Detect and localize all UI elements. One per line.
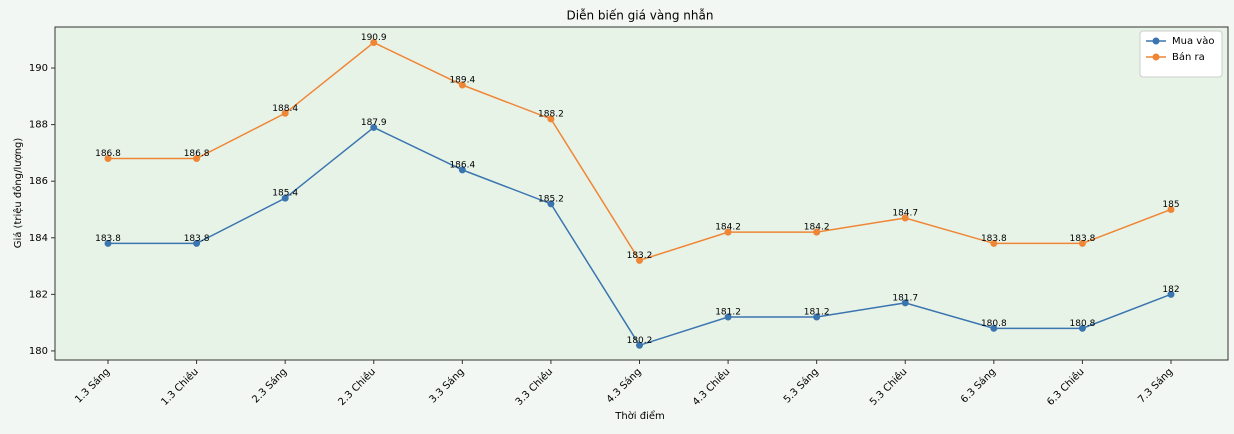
data-label: 190.9 [361,33,387,43]
legend-label: Mua vào [1172,35,1214,47]
point [458,81,466,89]
data-label: 183.2 [627,251,653,261]
data-label: 188.2 [538,109,564,119]
point [370,123,378,131]
y-tick-label: 180 [29,346,48,357]
data-label: 183.8 [981,234,1007,244]
chart-title: Diễn biến giá vàng nhẫn [567,9,714,23]
point [724,313,732,321]
point [724,228,732,236]
point [990,324,998,332]
data-label: 183.8 [184,234,210,244]
point [990,239,998,247]
y-axis-label: Giá (triệu đồng/lượng) [12,138,24,249]
point [901,214,909,222]
data-label: 181.7 [892,293,918,303]
legend-marker [1152,37,1160,45]
legend-marker [1152,53,1160,61]
data-label: 186.8 [95,149,121,159]
point [1167,205,1175,213]
legend-label: Bán ra [1172,51,1205,63]
data-label: 185.4 [272,189,298,199]
point [281,109,289,117]
point [636,256,643,264]
data-label: 184.2 [715,223,741,233]
point [458,166,466,174]
point [636,341,643,349]
data-label: 183.8 [95,234,121,244]
data-label: 185.2 [538,194,564,204]
data-label: 186.4 [449,160,475,170]
data-label: 184.2 [804,223,830,233]
point [193,155,201,163]
y-tick-label: 188 [29,120,48,131]
point [547,200,555,208]
point [1078,324,1086,332]
point [547,115,555,123]
point [193,239,201,247]
data-label: 180.8 [981,319,1007,329]
data-label: 187.9 [361,118,387,128]
legend-box [1139,30,1223,78]
point [1078,239,1086,247]
point [104,239,112,247]
x-axis-label: Thời điểm [614,409,665,422]
data-label: 189.4 [449,75,475,85]
data-label: 181.2 [715,307,741,317]
data-label: 182 [1162,285,1179,295]
point [901,299,909,307]
point [813,313,821,321]
point [1167,290,1175,298]
data-label: 181.2 [804,307,830,317]
data-label: 186.8 [184,149,210,159]
y-tick-label: 182 [29,289,48,300]
data-label: 183.8 [1070,234,1096,244]
point [370,39,378,47]
y-tick-label: 186 [29,176,48,187]
y-tick-label: 184 [29,233,48,244]
data-label: 188.4 [272,104,298,114]
data-label: 180.8 [1070,319,1096,329]
point [104,155,112,163]
data-label: 185 [1162,200,1179,210]
point [813,228,821,236]
point [281,194,289,202]
y-tick-label: 190 [29,63,48,74]
data-label: 184.7 [892,208,918,218]
plot-area [54,26,1229,361]
data-label: 180.2 [627,336,653,346]
